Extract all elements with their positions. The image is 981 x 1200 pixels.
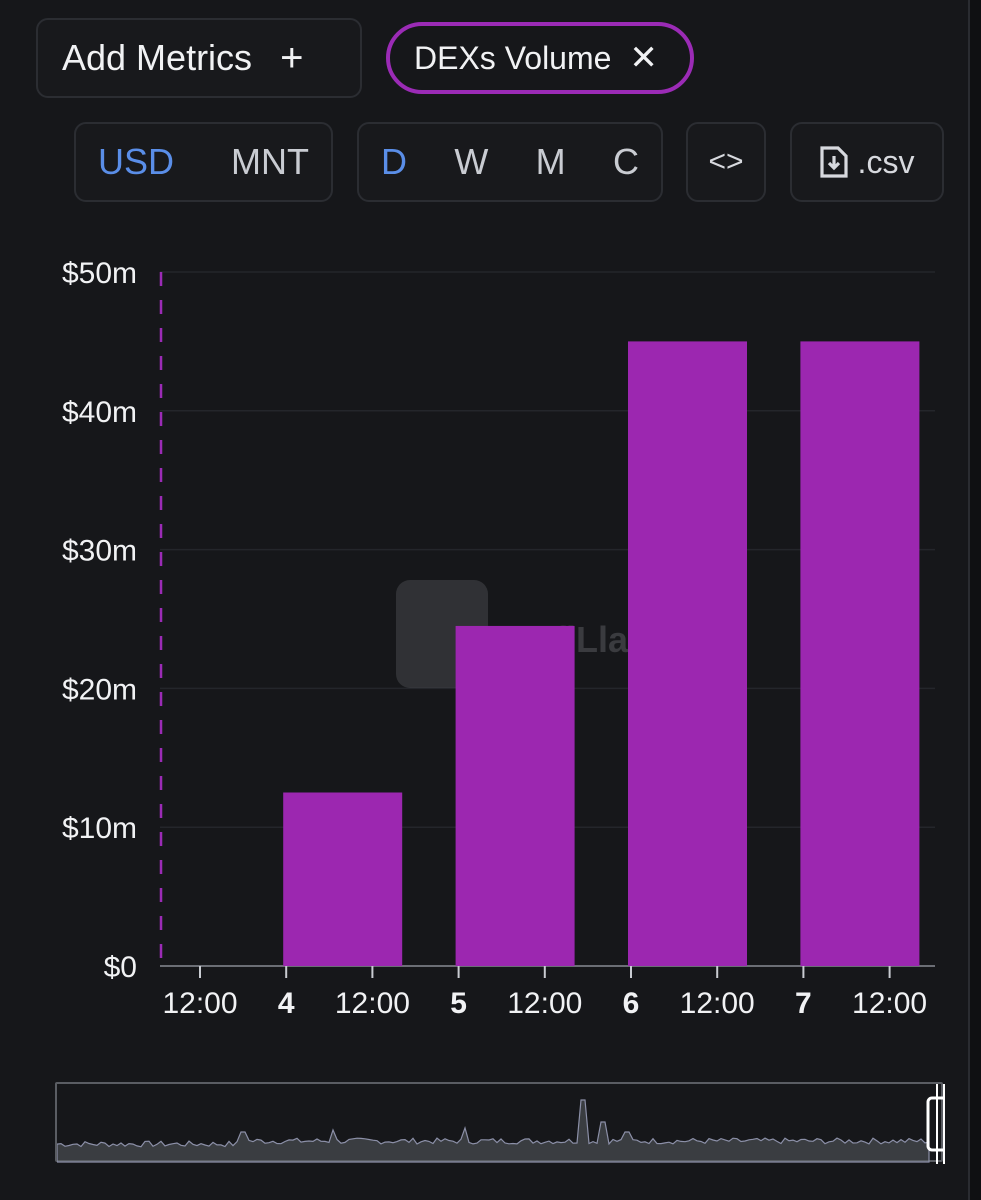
csv-download-button[interactable]: .csv: [790, 122, 944, 202]
metric-chip-dexs-volume[interactable]: DEXs Volume ✕: [386, 22, 694, 94]
x-tick-label: 12:00: [335, 987, 410, 1020]
x-tick-label: 4: [278, 987, 295, 1020]
metric-chip-label: DEXs Volume: [414, 39, 612, 76]
x-tick-label: 12:00: [680, 987, 755, 1020]
close-icon[interactable]: ✕: [629, 39, 658, 77]
file-download-icon: [819, 146, 848, 178]
timeline-brush[interactable]: [55, 1082, 945, 1164]
bar-day-6[interactable]: [628, 341, 747, 966]
bar-chart: $0 $10m $20m $30m $40m $50m 12:00 4 12:00 5 12:00 6…: [62, 257, 935, 1020]
y-tick-label: $20m: [62, 673, 137, 706]
plus-icon: +: [280, 35, 304, 80]
currency-option-mnt[interactable]: MNT: [231, 141, 309, 182]
x-tick-label: 12:00: [162, 987, 237, 1020]
y-tick-label: $0: [104, 951, 137, 984]
x-tick-label: 6: [623, 987, 640, 1020]
y-tick-label: $10m: [62, 812, 137, 845]
currency-option-usd[interactable]: USD: [98, 141, 175, 182]
add-metrics-label: Add Metrics: [62, 37, 253, 78]
x-tick-label: 5: [450, 987, 467, 1020]
x-tick-label: 12:00: [507, 987, 582, 1020]
x-tick-label: 12:00: [852, 987, 927, 1020]
granularity-toggle: D W M C: [357, 122, 663, 202]
granularity-option-c[interactable]: C: [612, 141, 639, 182]
embed-button[interactable]: <>: [686, 122, 766, 202]
brush-sparkline: [57, 1084, 945, 1164]
y-tick-label: $30m: [62, 535, 137, 568]
code-icon: <>: [708, 145, 744, 178]
granularity-option-m[interactable]: M: [535, 141, 566, 182]
bar-day-5[interactable]: [455, 625, 575, 966]
csv-label: .csv: [857, 143, 915, 180]
granularity-option-w[interactable]: W: [454, 141, 489, 182]
bar-day-7[interactable]: [800, 341, 920, 966]
y-tick-label: $50m: [62, 257, 137, 290]
bar-day-4[interactable]: [283, 792, 403, 967]
brush-handle[interactable]: [926, 1096, 945, 1152]
x-tick-label: 7: [795, 987, 812, 1020]
currency-toggle: USD MNT: [74, 122, 333, 202]
y-tick-label: $40m: [62, 396, 137, 429]
granularity-option-d[interactable]: D: [381, 141, 407, 182]
add-metrics-button[interactable]: Add Metrics +: [36, 18, 362, 98]
